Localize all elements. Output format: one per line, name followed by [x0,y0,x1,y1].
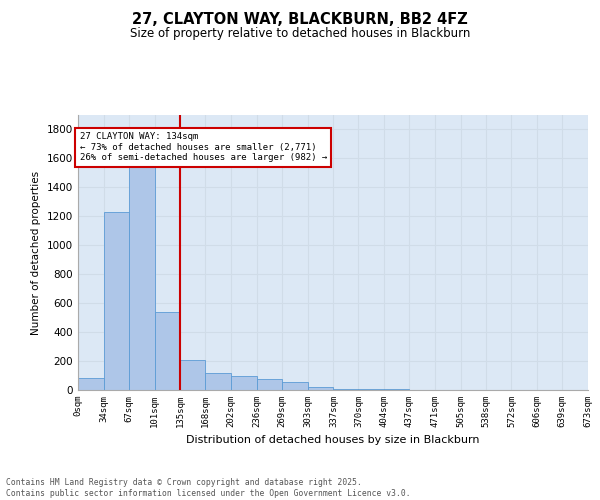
X-axis label: Distribution of detached houses by size in Blackburn: Distribution of detached houses by size … [186,436,480,446]
Y-axis label: Number of detached properties: Number of detached properties [31,170,41,334]
Bar [181,360,205,390]
Bar [308,387,334,390]
Bar [334,388,358,390]
Text: 27, CLAYTON WAY, BLACKBURN, BB2 4FZ: 27, CLAYTON WAY, BLACKBURN, BB2 4FZ [132,12,468,28]
Bar [231,376,257,390]
Bar [104,212,129,390]
Bar [282,382,308,390]
Bar [155,312,181,390]
Bar [257,379,282,390]
Text: 27 CLAYTON WAY: 134sqm
← 73% of detached houses are smaller (2,771)
26% of semi-: 27 CLAYTON WAY: 134sqm ← 73% of detached… [80,132,327,162]
Bar [205,374,231,390]
Text: Size of property relative to detached houses in Blackburn: Size of property relative to detached ho… [130,28,470,40]
Bar [129,147,155,390]
Text: Contains HM Land Registry data © Crown copyright and database right 2025.
Contai: Contains HM Land Registry data © Crown c… [6,478,410,498]
Bar [78,378,104,390]
